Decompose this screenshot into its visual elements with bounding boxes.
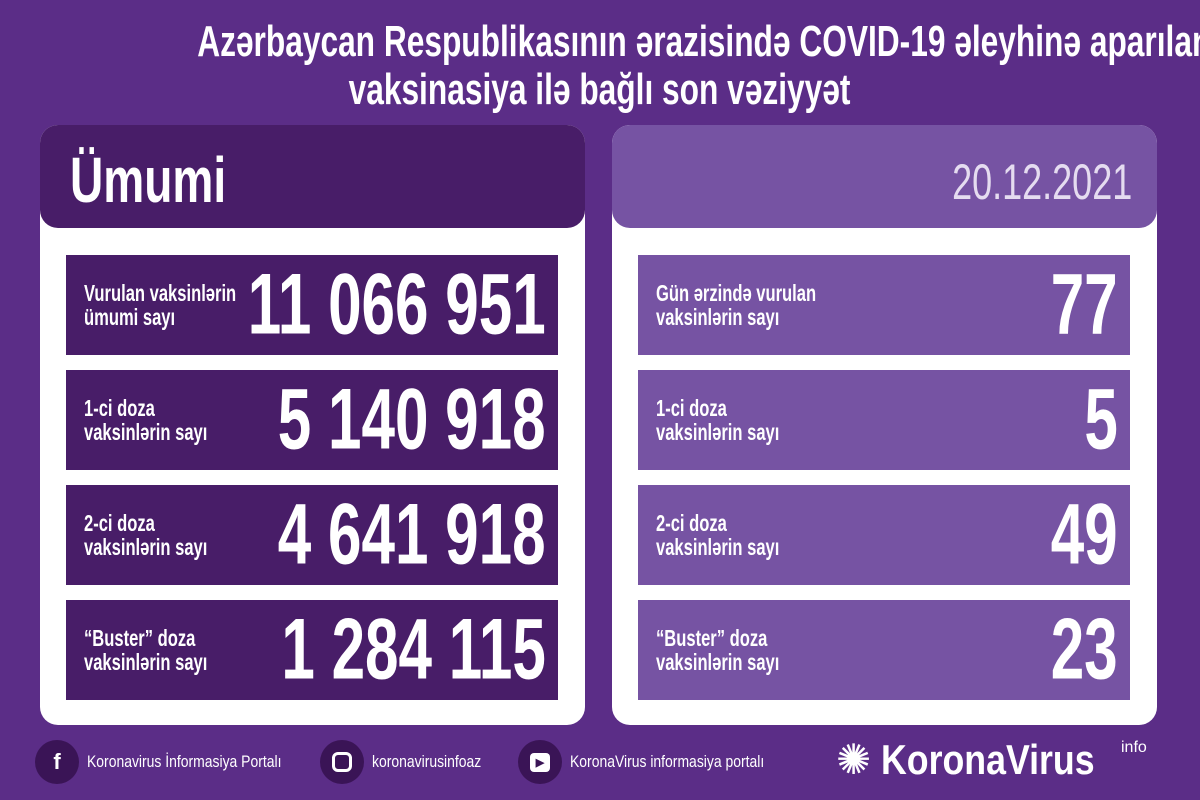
stat-label: vaksinlərin sayı	[656, 419, 780, 445]
logo-sup: info	[1121, 739, 1147, 756]
stat-label: “Buster” doza	[656, 625, 768, 651]
stat-value: 77	[1051, 256, 1118, 353]
report-date: 20.12.2021	[951, 154, 1132, 210]
instagram-label: koronavirusinfoaz	[372, 752, 482, 771]
facebook-icon: f	[35, 740, 79, 784]
stat-label: vaksinlərin sayı	[656, 304, 780, 330]
page-title: Azərbaycan Respublikasının ərazisində CO…	[0, 18, 1200, 114]
youtube-icon: ▶	[518, 740, 562, 784]
logo-text: KoronaVirus	[881, 735, 1095, 783]
stat-row: Gün ərzində vurulan vaksinlərin sayı 77	[638, 255, 1130, 355]
footer: f Koronavirus İnformasiya Portalı koronav…	[0, 735, 1200, 790]
stat-label: ümumi sayı	[84, 304, 176, 330]
daily-panel: 20.12.2021 Gün ərzində vurulan vaksinləri…	[612, 125, 1157, 725]
stat-label: Vurulan vaksinlərin	[84, 280, 237, 306]
stat-label: “Buster” doza	[84, 625, 196, 651]
stat-label: vaksinlərin sayı	[656, 534, 780, 560]
stat-label: vaksinlərin sayı	[84, 649, 208, 675]
koronavirus-logo: ✺ KoronaVirus info	[836, 735, 1147, 784]
total-header: Ümumi	[40, 125, 585, 228]
stat-label: vaksinlərin sayı	[84, 419, 208, 445]
stat-value: 5	[1084, 371, 1118, 468]
stat-row: 2-ci doza vaksinlərin sayı 49	[638, 485, 1130, 585]
total-heading: Ümumi	[70, 144, 227, 216]
total-panel: Ümumi Vurulan vaksinlərin ümumi sayı 11 06…	[40, 125, 585, 725]
stat-row: 2-ci doza vaksinlərin sayı 4 641 918	[66, 485, 558, 585]
title-line-2: vaksinasiya ilə bağlı son vəziyyət	[349, 65, 851, 114]
facebook-link[interactable]: f Koronavirus İnformasiya Portalı	[35, 740, 324, 784]
stat-row: 1-ci doza vaksinlərin sayı 5 140 918	[66, 370, 558, 470]
youtube-label: KoronaVirus informasiya portalı	[570, 752, 765, 771]
stat-value: 4 641 918	[278, 486, 546, 583]
stat-value: 1 284 115	[281, 601, 546, 698]
title-line-1: Azərbaycan Respublikasının ərazisində CO…	[197, 17, 1200, 66]
stat-row: 1-ci doza vaksinlərin sayı 5	[638, 370, 1130, 470]
instagram-icon	[320, 740, 364, 784]
stat-value: 11 066 951	[248, 256, 546, 353]
stat-value: 5 140 918	[278, 371, 546, 468]
stat-label: Gün ərzində vurulan	[656, 280, 817, 306]
stat-row: “Buster” doza vaksinlərin sayı 1 284 115	[66, 600, 558, 700]
stat-label: 1-ci doza	[84, 395, 155, 421]
stat-label: 1-ci doza	[656, 395, 727, 421]
virus-sun-icon: ✺	[836, 736, 872, 783]
facebook-label: Koronavirus İnformasiya Portalı	[87, 752, 282, 771]
instagram-link[interactable]: koronavirusinfoaz	[320, 740, 505, 784]
stat-label: vaksinlərin sayı	[84, 534, 208, 560]
stat-label: 2-ci doza	[84, 510, 155, 536]
stat-label: vaksinlərin sayı	[656, 649, 780, 675]
stat-label: 2-ci doza	[656, 510, 727, 536]
youtube-link[interactable]: ▶ KoronaVirus informasiya portalı	[518, 740, 807, 784]
stat-row: Vurulan vaksinlərin ümumi sayı 11 066 951	[66, 255, 558, 355]
stat-value: 49	[1051, 486, 1118, 583]
daily-header: 20.12.2021	[612, 125, 1157, 228]
stat-value: 23	[1051, 601, 1118, 698]
stat-row: “Buster” doza vaksinlərin sayı 23	[638, 600, 1130, 700]
